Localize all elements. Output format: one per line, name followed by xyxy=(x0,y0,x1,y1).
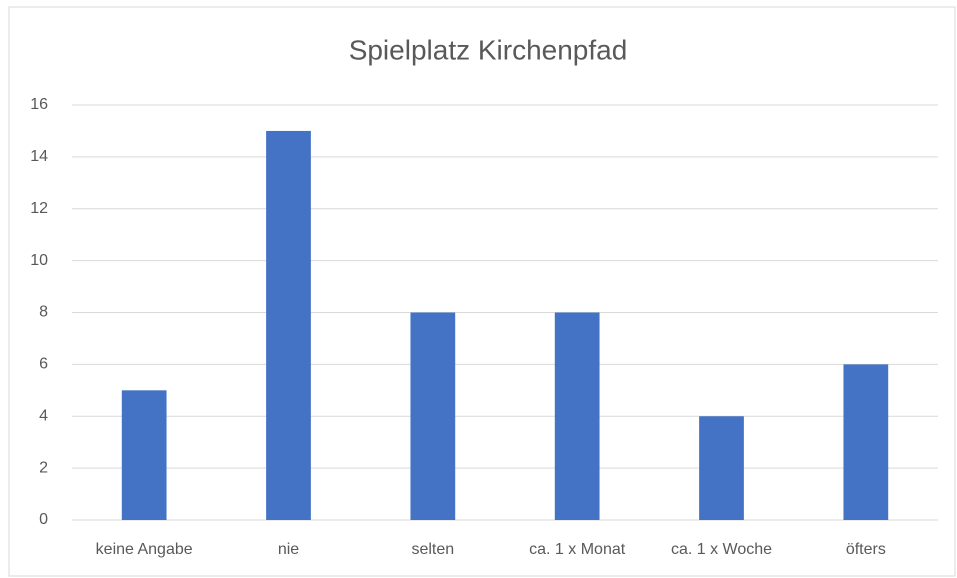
y-tick-label: 14 xyxy=(30,148,48,165)
x-tick-label: öfters xyxy=(846,541,886,558)
bar xyxy=(266,130,311,520)
y-tick-label: 10 xyxy=(30,252,48,269)
x-tick-label: keine Angabe xyxy=(96,541,193,558)
chart-title: Spielplatz Kirchenpfad xyxy=(349,34,628,65)
x-tick-label: ca. 1 x Woche xyxy=(671,541,772,558)
y-tick-label: 16 xyxy=(30,96,48,113)
x-tick-label: selten xyxy=(411,541,454,558)
y-tick-label: 4 xyxy=(39,407,48,424)
chart-frame xyxy=(8,6,956,577)
y-tick-label: 8 xyxy=(39,304,48,321)
x-tick-label: ca. 1 x Monat xyxy=(529,541,626,558)
bar xyxy=(843,364,889,520)
bar xyxy=(410,312,456,520)
bar xyxy=(121,390,167,520)
y-tick-label: 0 xyxy=(39,511,48,528)
y-tick-label: 6 xyxy=(39,356,48,373)
y-tick-label: 12 xyxy=(30,200,48,217)
y-tick-label: 2 xyxy=(39,459,48,476)
x-tick-label: nie xyxy=(278,541,299,558)
bar xyxy=(554,312,600,520)
bar xyxy=(699,416,744,520)
